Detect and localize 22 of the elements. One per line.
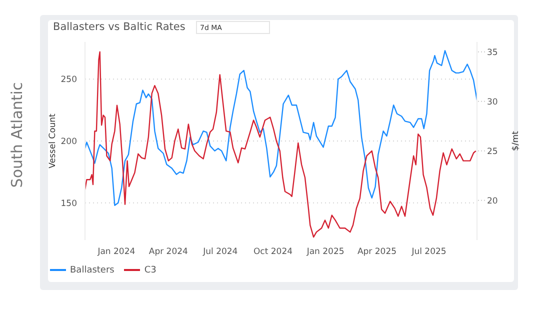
y2-tick-label: 35	[487, 48, 498, 58]
y-tick-label: 200	[60, 137, 77, 148]
y-tick-label: 250	[60, 75, 77, 86]
y2-tick-label: 20	[487, 196, 498, 206]
x-tick-label: Apr 2024	[148, 247, 188, 258]
x-tick-label: Oct 2024	[253, 247, 293, 258]
line-series	[85, 51, 476, 238]
y-axis-title: Vessel Count	[48, 112, 58, 168]
x-tick-label: Jul 2025	[410, 247, 446, 258]
x-tick-label: Jul 2024	[202, 247, 238, 258]
chart-title: Ballasters vs Baltic Rates	[53, 21, 186, 33]
x-tick-label: Jan 2025	[306, 247, 344, 258]
y2-tick-label: 25	[487, 146, 498, 157]
legend-label: C3	[144, 265, 156, 276]
y-tick-label: 150	[60, 198, 77, 209]
legend-label: Ballasters	[70, 265, 114, 276]
x-tick-label: Jan 2024	[96, 247, 136, 258]
y2-axis-title: $/mt	[511, 130, 522, 151]
text: South Atlantic	[8, 82, 26, 188]
x-tick-label: Apr 2025	[357, 247, 397, 258]
y2-tick-label: 30	[487, 97, 498, 108]
line-series	[85, 50, 477, 206]
